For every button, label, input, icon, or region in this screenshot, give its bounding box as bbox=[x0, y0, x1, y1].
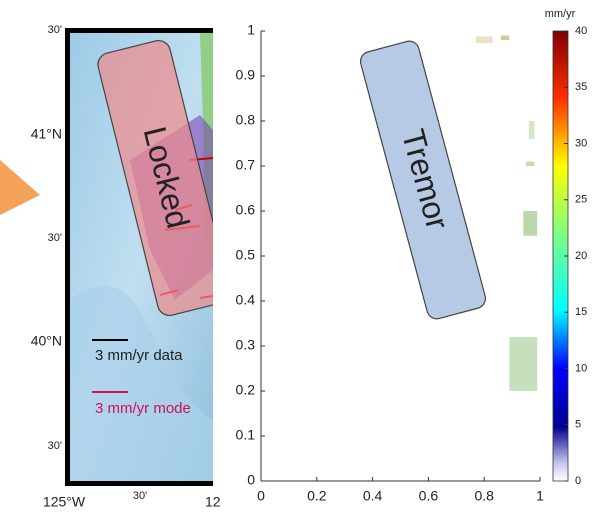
legend-label: 3 mm/yr data bbox=[95, 347, 183, 364]
y-tick-label: 0.8 bbox=[236, 112, 256, 128]
colorbar-tick-label: 0 bbox=[575, 475, 581, 487]
colorbar-title: mm/yr bbox=[545, 8, 576, 20]
y-tick-label: 0.1 bbox=[236, 427, 256, 443]
x-tick-label: 0.6 bbox=[419, 488, 439, 504]
lat-label: 30' bbox=[48, 232, 62, 244]
lat-label: 30' bbox=[48, 440, 62, 452]
lon-label: 125°W bbox=[43, 494, 86, 510]
lon-label: 30' bbox=[133, 490, 147, 502]
colorbar-tick-label: 20 bbox=[575, 250, 587, 262]
tremor-rect bbox=[529, 121, 535, 139]
figure: Locked 3 mm/yr data 3 mm/yr mode 30' 41°… bbox=[0, 0, 596, 514]
y-tick-label: 1 bbox=[247, 22, 255, 38]
y-tick-label: 0.5 bbox=[236, 247, 256, 263]
tremor-rect bbox=[501, 36, 509, 41]
map: Locked 3 mm/yr data 3 mm/yr mode 30' 41°… bbox=[31, 24, 233, 510]
colorbar-tick-label: 5 bbox=[575, 419, 581, 431]
colorbar-tick-label: 10 bbox=[575, 362, 587, 374]
colorbar-tick-label: 25 bbox=[575, 194, 587, 206]
lat-label: 30' bbox=[48, 24, 62, 36]
legend-label: 3 mm/yr mode bbox=[95, 400, 191, 417]
x-tick-label: 0.8 bbox=[474, 488, 494, 504]
colorbar-tick-label: 40 bbox=[575, 25, 587, 37]
lat-label: 41°N bbox=[31, 126, 62, 142]
x-tick-label: 0.4 bbox=[363, 488, 383, 504]
y-tick-label: 0 bbox=[247, 472, 255, 488]
x-tick-label: 1 bbox=[536, 488, 544, 504]
lon-label: 12 bbox=[205, 494, 221, 510]
colorbar-tick-label: 35 bbox=[575, 81, 587, 93]
y-tick-label: 0.3 bbox=[236, 337, 256, 353]
y-tick-label: 0.7 bbox=[236, 157, 256, 173]
tremor-rect bbox=[523, 211, 537, 236]
x-tick-label: 0.2 bbox=[307, 488, 327, 504]
y-tick-label: 0.6 bbox=[236, 202, 256, 218]
arrow bbox=[0, 160, 40, 215]
y-tick-label: 0.4 bbox=[236, 292, 256, 308]
y-tick-label: 0.2 bbox=[236, 382, 256, 398]
lat-label: 40°N bbox=[31, 333, 62, 349]
x-tick-label: 0 bbox=[257, 488, 265, 504]
tremor-rect bbox=[476, 36, 493, 43]
y-tick-label: 0.9 bbox=[236, 67, 256, 83]
tremor-rect bbox=[526, 162, 534, 167]
colorbar-tick-label: 15 bbox=[575, 306, 587, 318]
colorbar-tick-label: 30 bbox=[575, 137, 587, 149]
tremor-rect bbox=[509, 337, 537, 391]
